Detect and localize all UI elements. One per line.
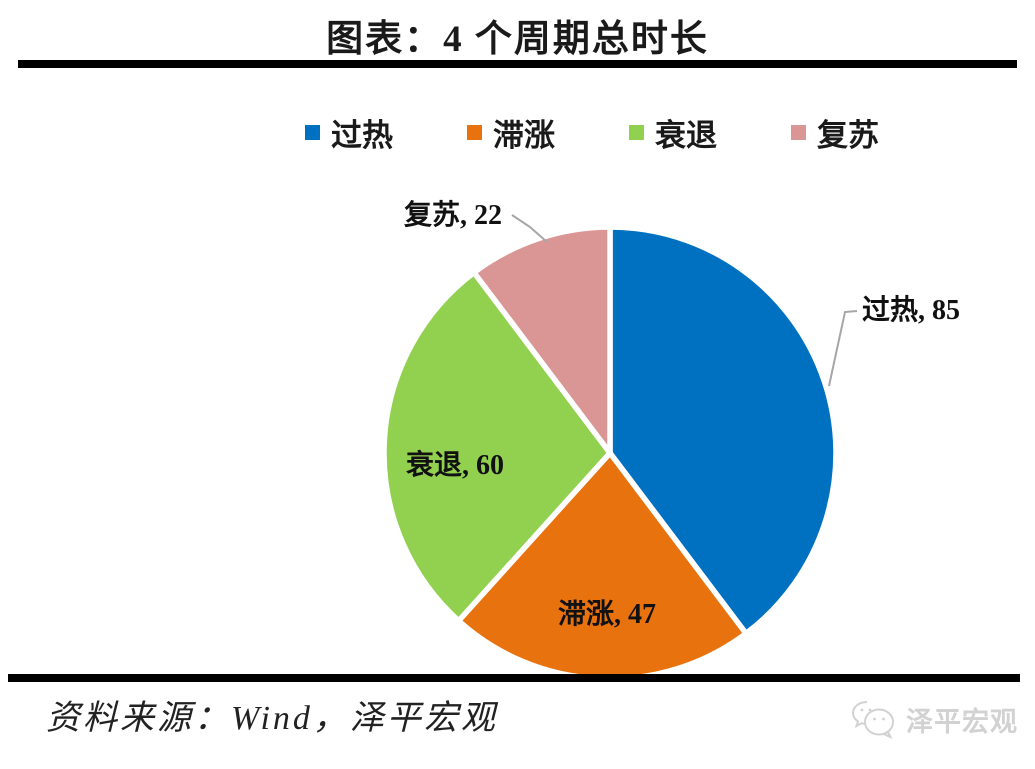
chart-title: 图表：4 个周期总时长 [326, 19, 709, 60]
legend-item-overheat: 过热 [305, 110, 393, 155]
leader-line-recovery [511, 214, 548, 243]
legend-label-stagflation: 滞涨 [493, 118, 555, 153]
legend-swatch-overheat [305, 125, 320, 140]
pie-label-recession: 衰退, 60 [406, 450, 505, 481]
pie-label-overheat: 过热, 85 [862, 295, 961, 326]
pie-slice-复苏 [470, 224, 613, 462]
legend-swatch-recession [629, 125, 644, 140]
pie-slice-衰退 [381, 268, 614, 625]
legend-swatch-stagflation [467, 125, 482, 140]
legend-swatch-recovery [791, 125, 806, 140]
legend-label-recovery: 复苏 [817, 118, 879, 153]
legend-label-overheat: 过热 [331, 118, 393, 153]
legend: 过热 滞涨 衰退 复苏 [0, 110, 1035, 155]
bottom-rule [8, 674, 1020, 682]
leader-line-overheat [828, 310, 858, 387]
top-rule [18, 60, 1017, 68]
watermark: 泽平宏观 [850, 698, 1018, 740]
legend-label-recession: 衰退 [655, 118, 717, 153]
pie-slice-过热 [607, 224, 839, 638]
legend-item-recession: 衰退 [629, 110, 717, 155]
legend-item-recovery: 复苏 [791, 110, 879, 155]
pie-label-recovery: 复苏, 22 [404, 200, 503, 231]
watermark-text: 泽平宏观 [906, 706, 1018, 737]
pie-label-stagflation: 滞涨, 47 [558, 599, 657, 630]
source-note: 资料来源：Wind，泽平宏观 [46, 700, 498, 737]
legend-item-stagflation: 滞涨 [467, 110, 555, 155]
wechat-icon [851, 701, 894, 740]
